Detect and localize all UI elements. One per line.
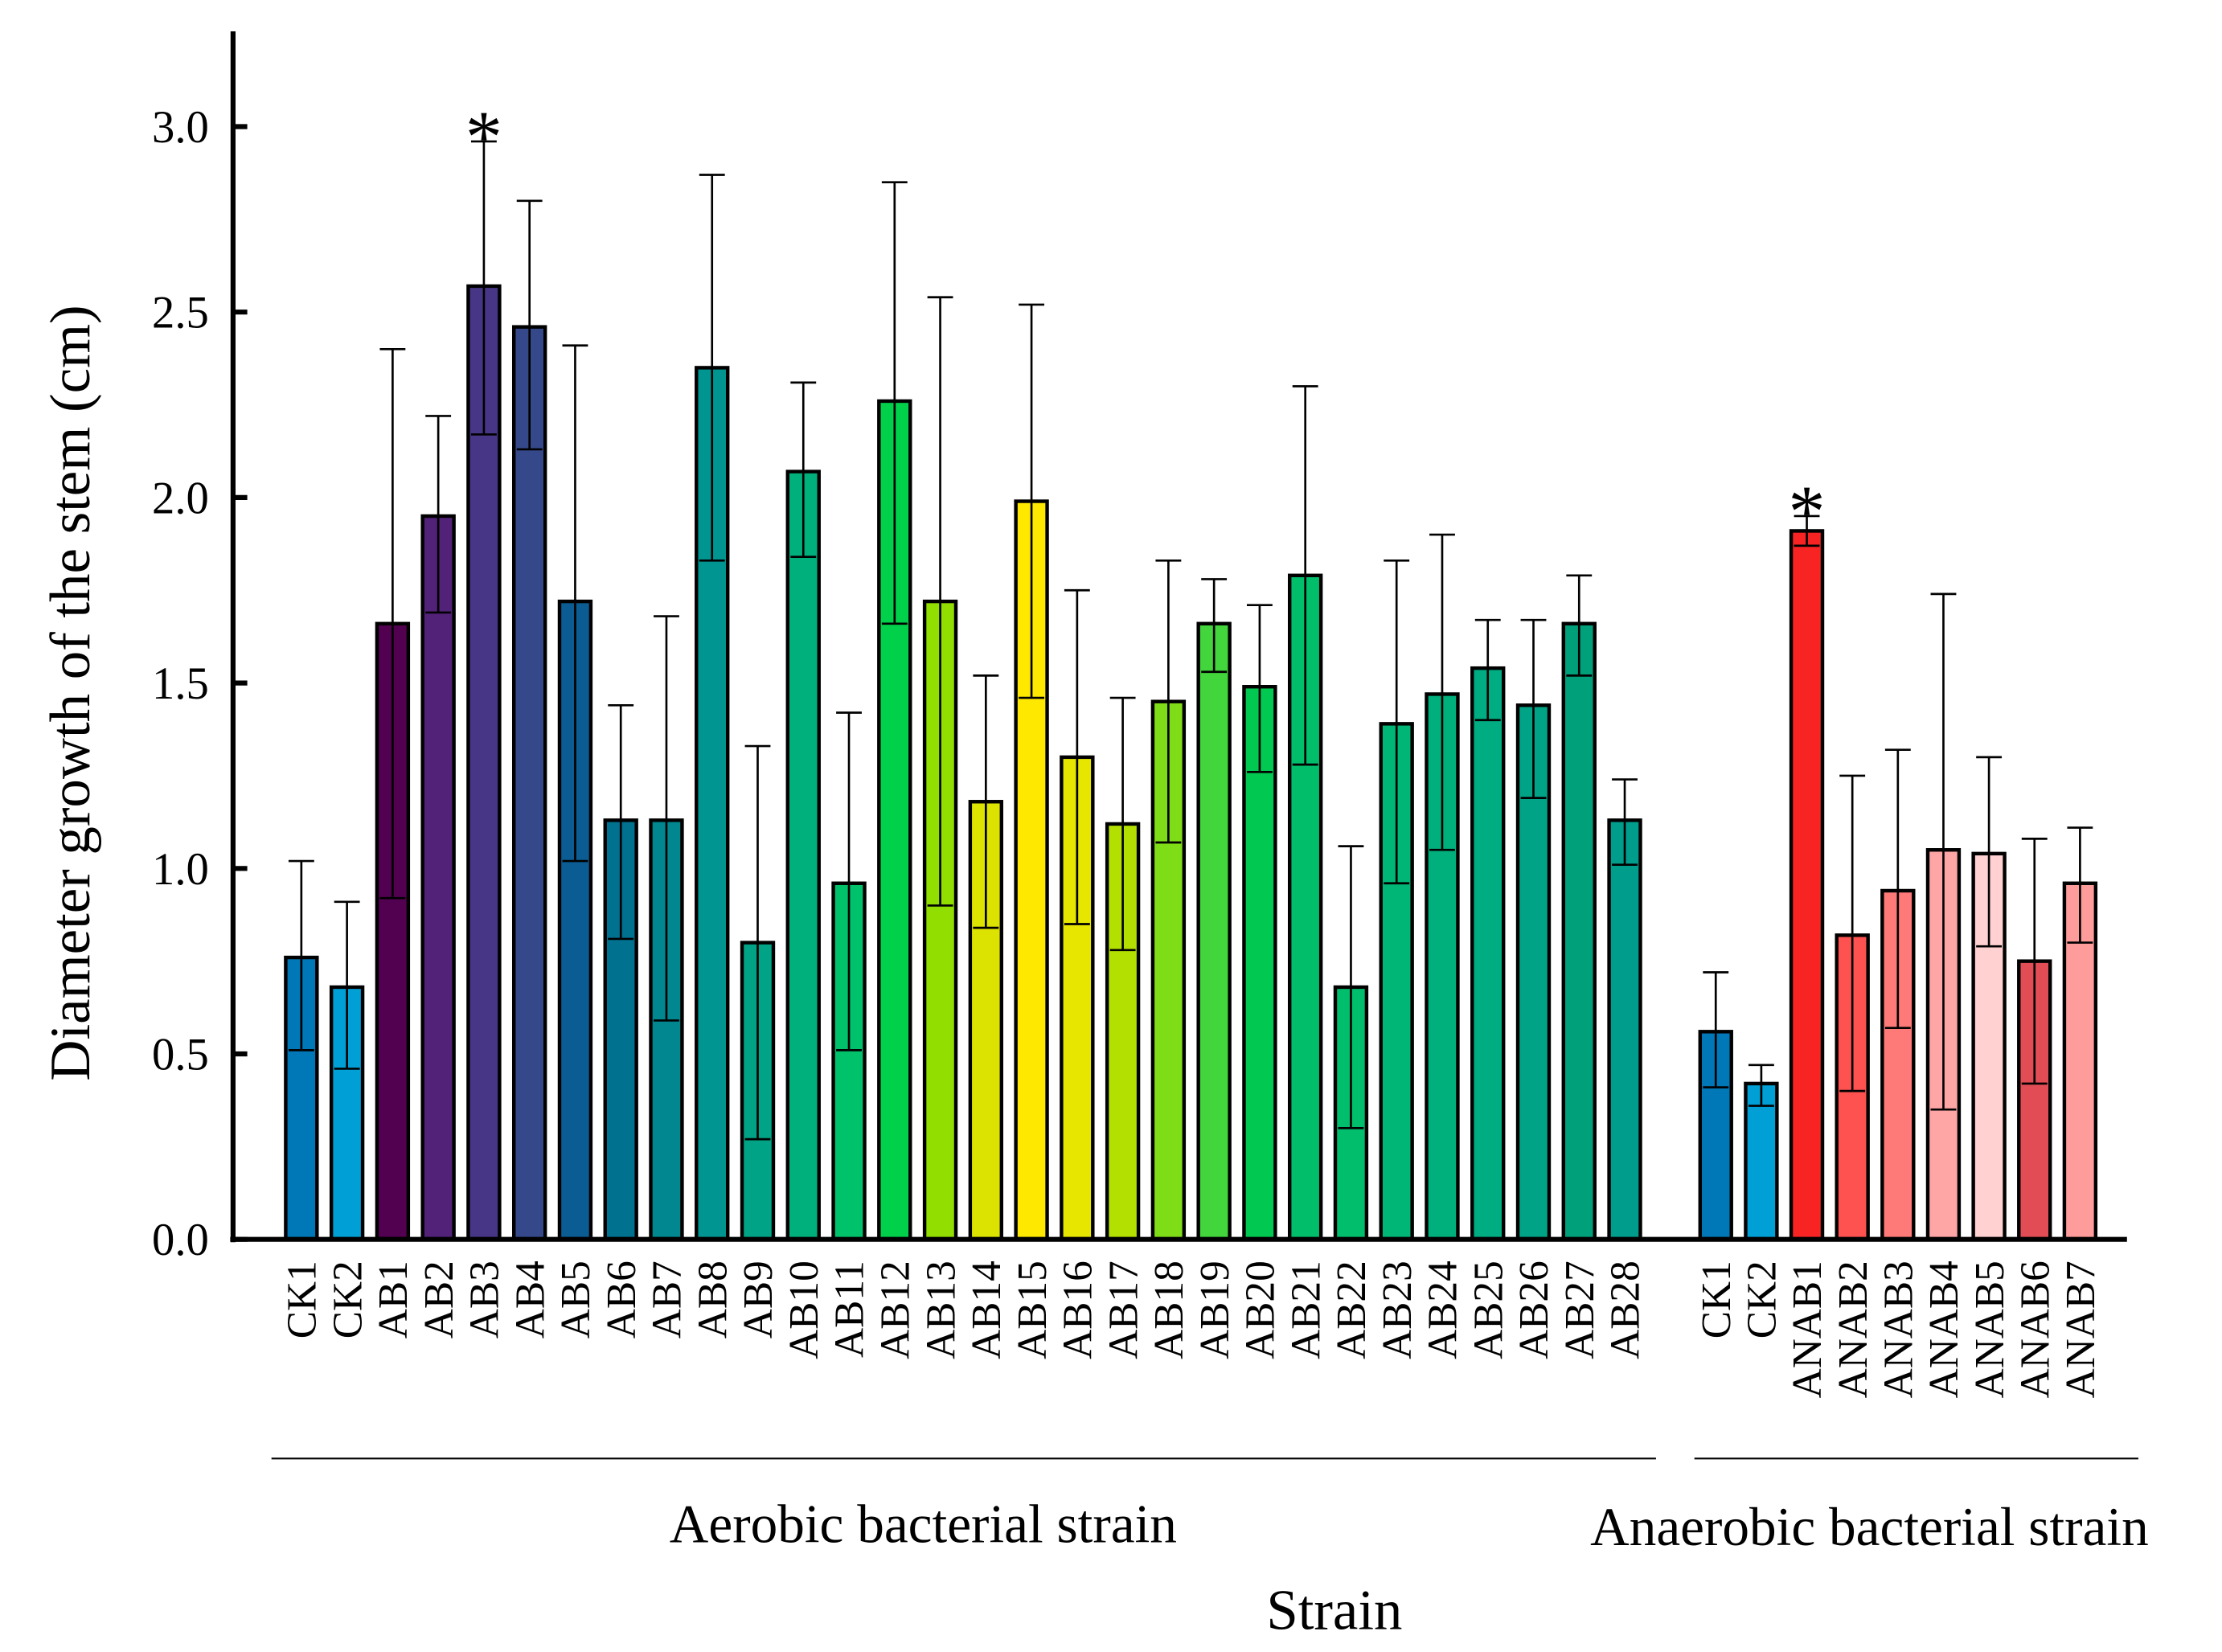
x-tick-label: AB23 [1375, 1261, 1421, 1359]
x-tick-label: AB11 [827, 1261, 873, 1358]
x-tick-label: AB25 [1466, 1261, 1511, 1359]
x-tick-label: AB7 [645, 1261, 691, 1338]
significance-star: * [1789, 470, 1826, 552]
x-tick-label: AB26 [1511, 1261, 1557, 1359]
x-tick-label: AB10 [781, 1261, 827, 1359]
y-tick-label: 3.0 [152, 103, 209, 153]
x-tick-label: AB9 [736, 1261, 781, 1338]
x-tick-label: AB3 [462, 1261, 508, 1338]
y-axis-title: Diameter growth of the stem (cm) [39, 305, 102, 1080]
y-tick-label: 1.5 [152, 659, 209, 709]
x-tick-label: CK1 [280, 1261, 326, 1338]
x-tick-label: CK2 [1740, 1261, 1785, 1338]
y-tick-label: 2.0 [152, 473, 209, 523]
x-tick-label: AB6 [599, 1261, 645, 1338]
x-tick-label: AB21 [1283, 1261, 1329, 1359]
bar-ab4-aerobic [511, 325, 547, 1241]
x-tick-label: ANAB5 [1967, 1261, 2013, 1398]
x-tick-label: AB15 [1010, 1261, 1056, 1359]
x-tick-label: ANAB2 [1830, 1261, 1876, 1398]
x-tick-label: AB1 [371, 1261, 416, 1338]
x-tick-label: AB5 [553, 1261, 599, 1338]
x-tick-label: ANAB4 [1921, 1261, 1967, 1398]
x-tick-label: AB17 [1101, 1261, 1146, 1359]
x-tick-label: AB12 [872, 1261, 918, 1359]
bar-ck2-anaerobic [1744, 1081, 1779, 1241]
bar-anab1-anaerobic [1789, 529, 1825, 1241]
x-tick-label: CK2 [325, 1261, 371, 1338]
bar-ab19-aerobic [1196, 621, 1232, 1241]
x-tick-label: AB18 [1146, 1261, 1192, 1359]
bars-layer: ** [284, 96, 2098, 1241]
bar-ab10-aerobic [785, 469, 821, 1241]
anaerobic-group-label: Anaerobic bacterial strain [1590, 1497, 2149, 1557]
x-tick-label: AB20 [1238, 1261, 1284, 1359]
significance-star: * [465, 96, 502, 178]
x-tick-label: AB8 [690, 1261, 736, 1338]
x-tick-label: ANAB7 [2058, 1261, 2104, 1398]
x-tick-label: AB2 [416, 1261, 462, 1338]
y-tick-label: 0.0 [152, 1215, 209, 1265]
aerobic-group-label: Aerobic bacterial strain [670, 1494, 1177, 1555]
x-tick-label: AB28 [1603, 1261, 1649, 1359]
x-tick-label: AB4 [507, 1261, 553, 1338]
y-tick-label: 1.0 [152, 845, 209, 895]
y-tick-label: 0.5 [152, 1030, 209, 1080]
bar-ab28-aerobic [1607, 818, 1642, 1241]
x-tick-label: AB22 [1329, 1261, 1375, 1359]
x-tick-label: CK1 [1694, 1261, 1740, 1338]
bar-ab27-aerobic [1561, 621, 1597, 1241]
x-tick-label: AB14 [964, 1261, 1010, 1359]
x-axis-title: Strain [1266, 1580, 1402, 1642]
x-tick-label: AB24 [1421, 1261, 1466, 1359]
bar-ab2-aerobic [420, 514, 456, 1241]
x-tick-label: ANAB3 [1876, 1261, 1922, 1398]
bar-ab25-aerobic [1470, 666, 1506, 1241]
y-ticks: 0.0 0.5 1.0 1.5 2.0 2.5 3.0 [152, 103, 248, 1265]
x-tick-label: ANAB6 [2012, 1261, 2058, 1398]
axes [230, 31, 2127, 1243]
x-tick-label: AB13 [918, 1261, 964, 1359]
x-tick-label: AB27 [1557, 1261, 1603, 1359]
x-tick-label: AB16 [1056, 1261, 1101, 1359]
x-tick-label: AB19 [1192, 1261, 1238, 1359]
x-tick-labels: CK1 CK2 AB1 AB2 AB3 AB4 AB5 AB6 AB7 AB8 AB9 AB10 AB1… [280, 1261, 2105, 1398]
x-tick-label: ANAB1 [1785, 1261, 1830, 1398]
y-tick-label: 2.5 [152, 289, 209, 338]
